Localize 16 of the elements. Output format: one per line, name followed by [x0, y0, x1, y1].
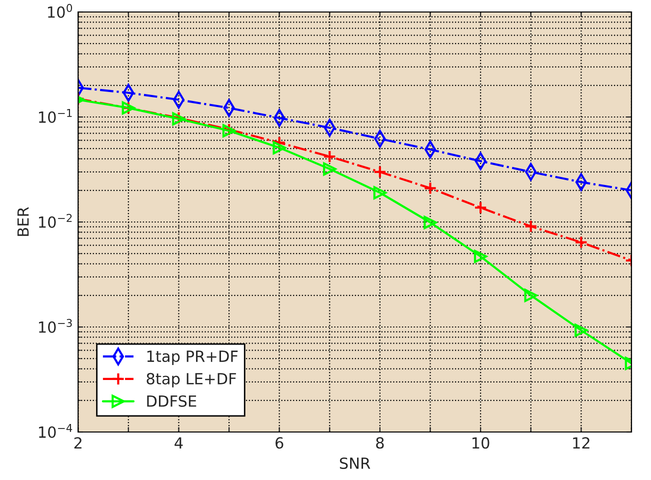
legend-label: DDFSE — [147, 395, 196, 407]
x-tick-label: 8 — [376, 437, 384, 449]
y-tick-label: 10$^{0}$ — [48, 4, 72, 18]
x-axis-title: SNR — [340, 457, 370, 470]
legend-label: 8tap LE+DF — [146, 372, 236, 388]
legend-label: 1tap PR+DF — [147, 350, 238, 365]
x-tick-label: 10 — [472, 437, 490, 449]
x-tick-label: 2 — [74, 437, 82, 448]
y-tick-label: 10$^{−2}$ — [39, 214, 72, 228]
x-tick-label: 6 — [276, 437, 284, 449]
y-tick-label: 10$^{−4}$ — [39, 424, 72, 438]
y-tick-label: 10$^{−1}$ — [39, 109, 72, 123]
y-axis-title: BER — [17, 207, 29, 236]
x-tick-label: 12 — [573, 437, 590, 448]
y-tick-label: 10$^{−3}$ — [39, 318, 72, 333]
x-tick-label: 4 — [174, 437, 183, 448]
